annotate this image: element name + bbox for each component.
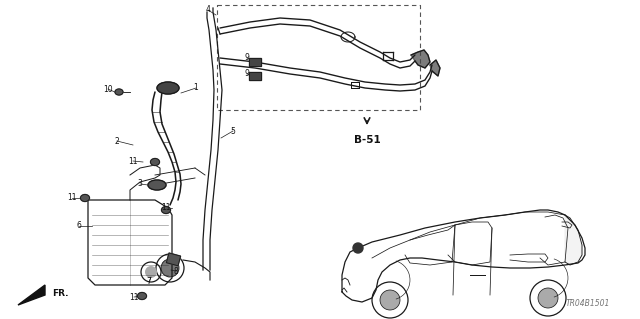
Text: 11: 11 [128,157,138,166]
Bar [166,253,180,266]
Text: 1: 1 [194,84,198,93]
Bar [166,253,180,266]
Polygon shape [18,285,45,305]
Circle shape [380,290,400,310]
Text: 3: 3 [138,180,143,189]
Ellipse shape [161,206,170,213]
Bar [249,72,261,80]
Text: 9: 9 [244,70,250,78]
Ellipse shape [150,159,159,166]
Text: 11: 11 [161,204,171,212]
Ellipse shape [81,195,90,202]
Text: 10: 10 [103,85,113,93]
Ellipse shape [148,180,166,190]
Bar [249,58,261,66]
Text: 9: 9 [244,54,250,63]
Text: 11: 11 [129,293,139,301]
Circle shape [161,259,179,277]
Polygon shape [411,50,430,68]
Text: 6: 6 [77,221,81,231]
Ellipse shape [115,89,123,95]
Circle shape [145,266,157,278]
Bar [249,72,261,80]
Circle shape [538,288,558,308]
Ellipse shape [138,293,147,300]
Text: TR04B1501: TR04B1501 [566,299,610,308]
Text: FR.: FR. [52,288,68,298]
Text: 7: 7 [147,278,152,286]
Polygon shape [430,60,440,76]
Ellipse shape [157,82,179,94]
Bar [217,5,420,110]
Bar [249,58,261,66]
Text: 2: 2 [115,137,120,145]
Text: 11: 11 [67,194,77,203]
Text: 4: 4 [205,5,211,14]
Circle shape [353,243,363,253]
Polygon shape [565,215,582,265]
Text: 8: 8 [173,266,179,276]
Text: 5: 5 [230,127,236,136]
Text: B-51: B-51 [354,135,380,145]
